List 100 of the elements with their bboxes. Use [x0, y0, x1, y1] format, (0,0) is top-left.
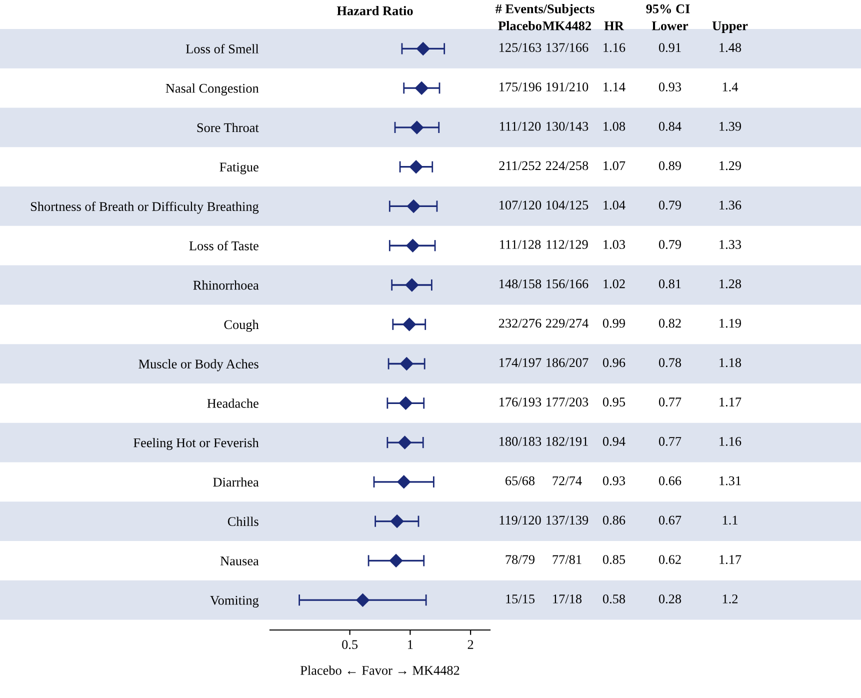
point	[410, 120, 424, 134]
text: 0.77	[658, 436, 682, 446]
text: 112/129	[546, 240, 588, 249]
y-tick-label: Rhinorrhoea	[193, 280, 259, 290]
text: 65/68	[506, 476, 535, 486]
text: 137/166	[546, 43, 588, 52]
y-tick-label: Headache	[207, 398, 258, 408]
text: 111/128	[500, 240, 541, 249]
text: 0.77	[658, 398, 682, 407]
data-label: 0.58	[602, 594, 626, 604]
text: 211/252	[499, 161, 541, 170]
text: 176/193	[500, 398, 542, 406]
text: 77/81	[552, 555, 582, 564]
text: 191/210	[546, 82, 588, 92]
text: 0.93	[658, 82, 682, 92]
y-tick-label: Sore Throat	[197, 122, 259, 132]
text: 1.17	[720, 398, 742, 407]
data-label: 0.86	[602, 516, 626, 525]
text: 1.1	[722, 516, 738, 525]
text: 1.36	[720, 200, 742, 210]
point	[390, 514, 404, 528]
data-label: 1.14	[604, 82, 626, 92]
text: 1.17	[720, 555, 742, 564]
x-tick-label: 2	[468, 640, 474, 649]
text: 224/258	[546, 161, 588, 170]
point	[407, 200, 420, 213]
text: 1.39	[720, 122, 742, 131]
x-tick-label: 0.5	[342, 640, 358, 650]
text: 1.18	[720, 358, 742, 368]
text: 0.89	[658, 161, 682, 170]
chart-title: Hazard Ratio	[336, 6, 413, 16]
point	[406, 239, 420, 252]
text: 0.28	[658, 594, 682, 604]
y-tick-label: Fatigue	[220, 162, 258, 174]
text: 119/120	[500, 516, 541, 525]
point	[400, 357, 414, 370]
text: MK4482	[542, 21, 591, 30]
text: 17/18	[553, 594, 582, 604]
data-label: 0.95	[602, 398, 626, 407]
text: 0.78	[658, 358, 682, 368]
point	[409, 160, 423, 174]
text: 95% CI	[646, 4, 690, 14]
text: 148/158	[500, 279, 542, 288]
text: 0.79	[658, 240, 682, 249]
text: 137/139	[546, 516, 588, 525]
point	[397, 475, 410, 489]
text: 1.4	[722, 82, 738, 92]
text: 0.91	[658, 43, 681, 52]
y-tick-label: Cough	[224, 320, 259, 332]
text: 1.33	[720, 240, 742, 249]
data-label: 0.93	[602, 476, 626, 486]
point	[416, 42, 430, 56]
text: 174/197	[500, 358, 542, 368]
text: 0.81	[658, 279, 681, 288]
text: Lower	[652, 22, 688, 30]
point	[399, 396, 412, 410]
y-tick-label: Loss of Smell	[186, 44, 259, 54]
text: 0.84	[658, 122, 682, 131]
text: 232/276	[498, 318, 542, 328]
point	[405, 278, 418, 292]
text: 156/166	[546, 279, 588, 288]
data-label: 1.04	[604, 200, 626, 210]
text: 0.79	[658, 200, 682, 210]
text: 0.82	[658, 318, 681, 328]
data-label: 1.07	[604, 161, 626, 170]
data-label: 1.16	[604, 43, 626, 52]
text: 1.29	[720, 161, 742, 170]
text: Upper	[712, 22, 748, 33]
point	[415, 81, 428, 95]
point	[402, 318, 416, 331]
text: 182/191	[546, 436, 588, 446]
text: 0.62	[658, 555, 681, 564]
text: 130/143	[546, 122, 588, 131]
y-tick-label: Loss of Taste	[189, 240, 258, 250]
text: 177/203	[546, 398, 588, 406]
point	[389, 554, 403, 568]
text: Placebo	[498, 21, 542, 30]
y-tick-label: Chills	[228, 516, 258, 526]
text: 229/274	[546, 318, 588, 328]
text: # Events/Subjects	[496, 4, 594, 16]
text: 72/74	[552, 476, 582, 486]
point	[398, 436, 412, 450]
y-tick-label: Nausea	[220, 556, 259, 566]
y-tick-label: Nasal Congestion	[166, 84, 259, 96]
x-tick-label: 1	[408, 640, 413, 649]
y-tick-label: Feeling Hot or Feverish	[134, 438, 259, 450]
text: 15/15	[506, 594, 535, 604]
text: 0.66	[658, 476, 682, 486]
text: 1.19	[720, 318, 742, 328]
text: 1.28	[720, 279, 742, 288]
text: 1.48	[720, 43, 742, 52]
text: 1.31	[720, 476, 741, 486]
text: 1.2	[722, 594, 738, 604]
data-label: 0.85	[602, 555, 626, 564]
data-label: 0.96	[602, 358, 626, 368]
y-tick-label: Vomiting	[210, 596, 259, 608]
text: 78/79	[506, 555, 534, 564]
text: 111/120	[500, 122, 541, 131]
text: 125/163	[500, 43, 542, 52]
text: HR	[604, 22, 624, 30]
